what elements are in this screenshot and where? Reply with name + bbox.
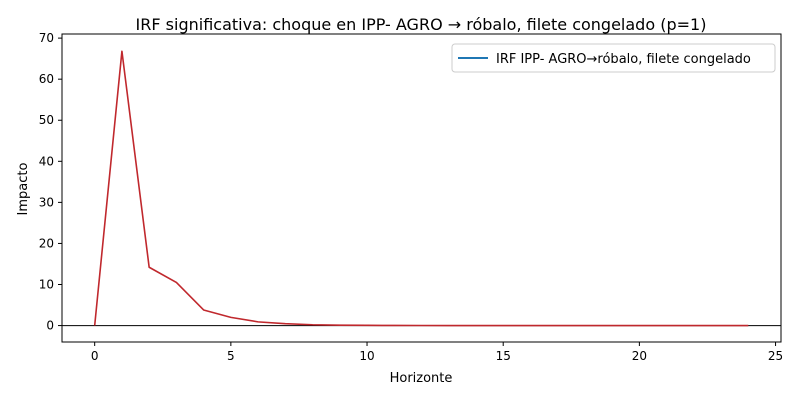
y-tick-label: 60 bbox=[39, 72, 54, 86]
x-axis-label: Horizonte bbox=[390, 371, 453, 386]
axes-frame bbox=[61, 33, 782, 343]
y-axis-ticks: 0 10 20 30 40 50 60 70 bbox=[39, 31, 62, 333]
legend-box bbox=[451, 43, 776, 73]
y-tick-label: 30 bbox=[39, 195, 54, 209]
legend: IRF IPP- AGRO→róbalo, filete congelado bbox=[451, 43, 776, 73]
y-axis-label: Impacto bbox=[16, 163, 31, 216]
y-tick-label: 20 bbox=[39, 236, 54, 250]
x-axis-ticks: 0 5 10 15 20 25 bbox=[91, 342, 783, 363]
legend-label: IRF IPP- AGRO→róbalo, filete congelado bbox=[496, 52, 751, 67]
y-tick-label: 40 bbox=[39, 154, 54, 168]
x-tick-label: 25 bbox=[768, 349, 783, 363]
y-tick-label: 0 bbox=[46, 319, 54, 333]
chart-title: IRF significativa: choque en IPP- AGRO →… bbox=[136, 15, 707, 34]
x-tick-label: 10 bbox=[359, 349, 374, 363]
plot-area: 0 5 10 15 20 25 0 10 20 30 40 50 60 70 bbox=[39, 31, 783, 363]
x-tick-label: 5 bbox=[227, 349, 235, 363]
x-tick-label: 15 bbox=[496, 349, 511, 363]
y-tick-label: 10 bbox=[39, 278, 54, 292]
x-tick-label: 20 bbox=[632, 349, 647, 363]
x-tick-label: 0 bbox=[91, 349, 99, 363]
y-tick-label: 50 bbox=[39, 113, 54, 127]
y-tick-label: 70 bbox=[39, 31, 54, 45]
series-line-0 bbox=[93, 50, 749, 327]
